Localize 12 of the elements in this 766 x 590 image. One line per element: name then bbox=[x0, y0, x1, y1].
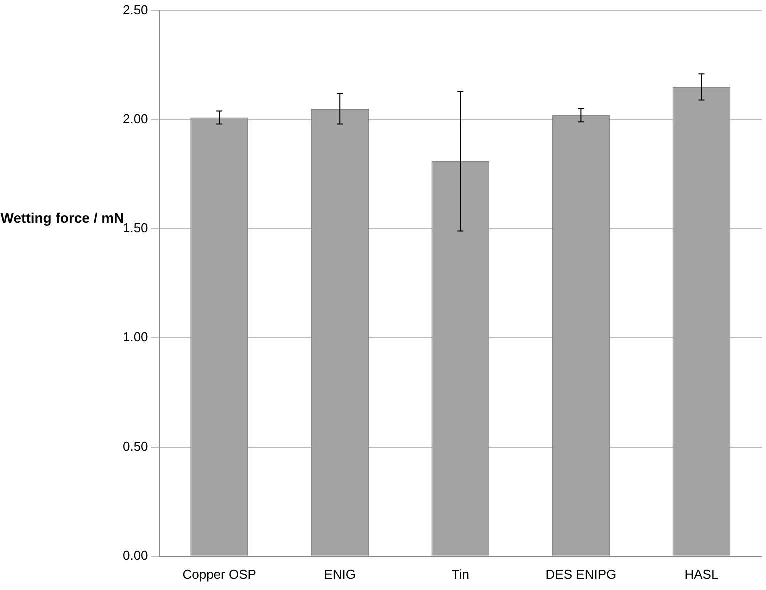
x-tick-label: HASL bbox=[684, 566, 719, 582]
y-axis-title: Wetting force / mN bbox=[0, 210, 124, 226]
y-tick-label: 0.00 bbox=[122, 548, 148, 563]
y-tick-label: 1.50 bbox=[122, 220, 148, 236]
x-tick-label: Tin bbox=[452, 566, 470, 582]
x-tick-label: ENIG bbox=[324, 566, 356, 582]
y-tick-label: 2.50 bbox=[122, 2, 148, 18]
x-tick-label: Copper OSP bbox=[182, 566, 256, 582]
y-tick-label: 1.00 bbox=[122, 330, 148, 345]
y-tick-label: 0.50 bbox=[122, 438, 148, 454]
y-tick-label: 2.00 bbox=[122, 112, 148, 126]
x-tick-label: DES ENIPG bbox=[546, 566, 617, 582]
